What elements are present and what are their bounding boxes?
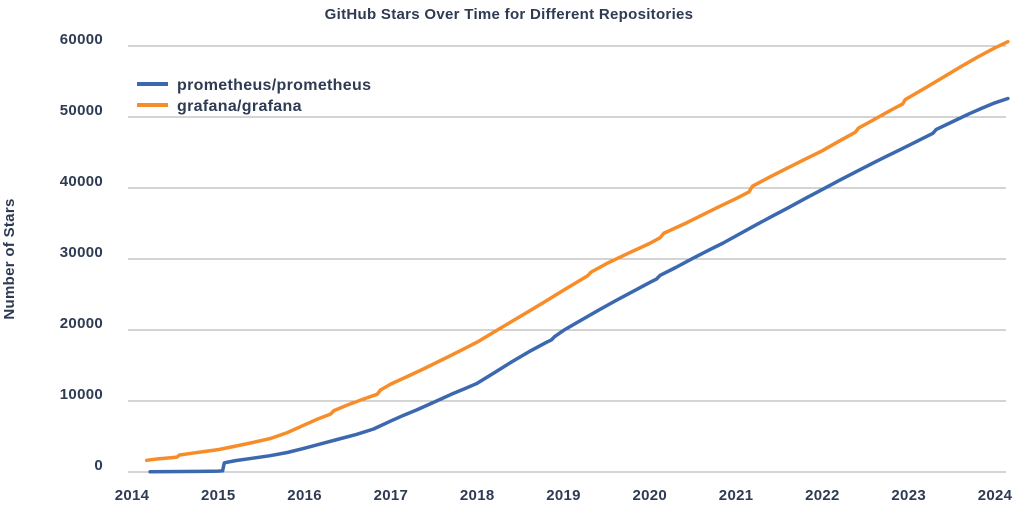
series-lines — [144, 39, 1010, 474]
x-tick-2018: 2018 — [460, 487, 495, 504]
y-axis-title: Number of Stars — [1, 198, 18, 319]
chart-title: GitHub Stars Over Time for Different Rep… — [325, 6, 694, 23]
series-line-prometheus — [148, 96, 1010, 474]
x-tick-2019: 2019 — [546, 487, 581, 504]
y-tick-30000: 30000 — [60, 244, 103, 261]
x-tick-2021: 2021 — [719, 487, 754, 504]
x-tick-2016: 2016 — [287, 487, 322, 504]
series-line-grafana — [144, 39, 1010, 463]
x-tick-2017: 2017 — [374, 487, 409, 504]
y-tick-40000: 40000 — [60, 173, 103, 190]
y-tick-10000: 10000 — [60, 386, 103, 403]
x-tick-2024: 2024 — [978, 487, 1013, 504]
y-tick-50000: 50000 — [60, 102, 103, 119]
x-tick-labels: 2014 2015 2016 2017 2018 2019 2020 2021 2022 2023… — [115, 487, 1013, 504]
x-tick-2014: 2014 — [115, 487, 150, 504]
y-tick-60000: 60000 — [60, 31, 103, 48]
y-tick-0: 0 — [94, 457, 103, 474]
legend-label-prometheus: prometheus/prometheus — [177, 77, 371, 94]
legend: prometheus/prometheus grafana/grafana — [137, 77, 371, 115]
legend-label-grafana: grafana/grafana — [177, 98, 302, 115]
x-tick-2015: 2015 — [201, 487, 236, 504]
y-tick-labels: 0 10000 20000 30000 40000 50000 60000 — [60, 31, 103, 474]
x-tick-2023: 2023 — [891, 487, 926, 504]
x-tick-2022: 2022 — [805, 487, 840, 504]
y-tick-20000: 20000 — [60, 315, 103, 332]
x-tick-2020: 2020 — [633, 487, 668, 504]
